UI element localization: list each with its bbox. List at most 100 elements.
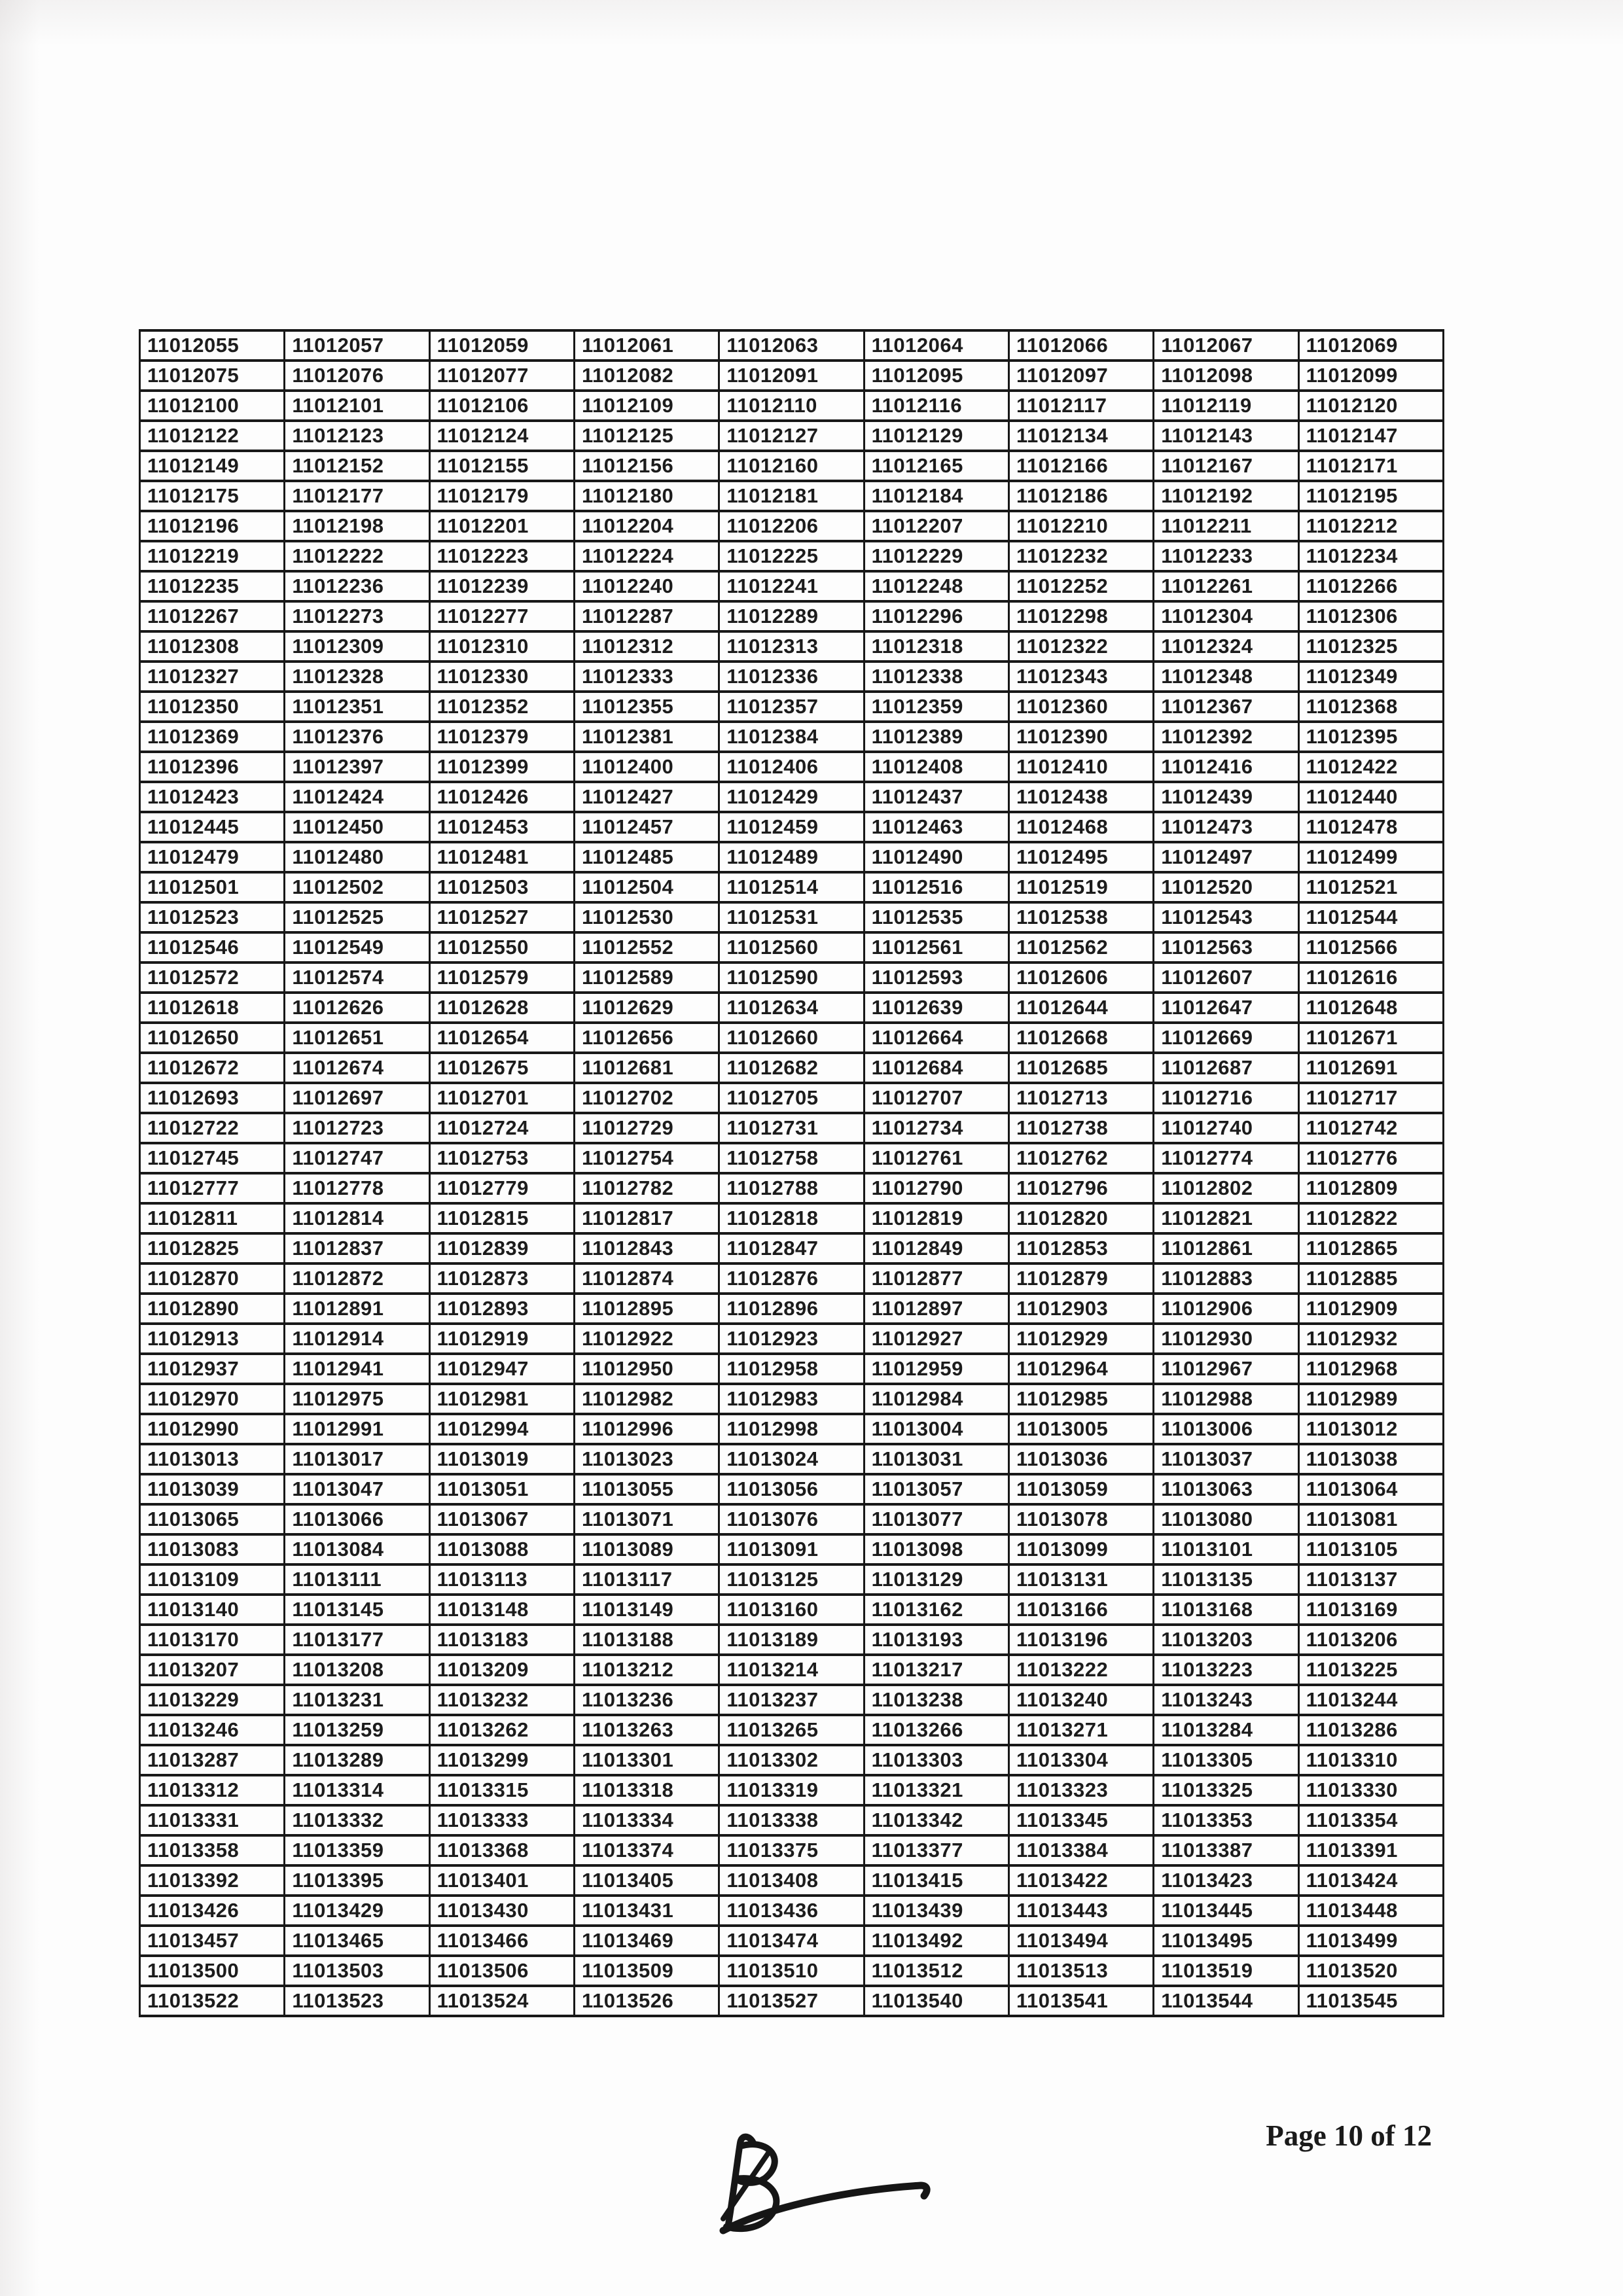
roll-number-cell: 11012149 [138,450,286,482]
roll-number-cell: 11013331 [138,1804,286,1837]
roll-number-cell: 11012206 [718,510,865,542]
roll-number-table: 11012055 11012057 11012059 11012061 11012063… [138,329,1445,2017]
roll-number-cell: 11012968 [1297,1352,1445,1385]
roll-number-cell: 11012535 [863,901,1010,934]
roll-number-cell: 11012495 [1007,841,1155,874]
roll-number-cell: 11013065 [138,1503,286,1536]
roll-number-cell: 11012713 [1007,1082,1155,1114]
roll-number-cell: 11013263 [573,1714,721,1746]
roll-number-cell: 11012654 [428,1021,575,1054]
roll-number-cell: 11012312 [573,630,721,663]
roll-number-cell: 11012064 [863,329,1010,362]
roll-number-cell: 11012684 [863,1051,1010,1084]
roll-number-cell: 11012379 [428,720,575,753]
roll-number-cell: 11012390 [1007,720,1155,753]
roll-number-cell: 11013310 [1297,1744,1445,1776]
roll-number-cell: 11013354 [1297,1804,1445,1837]
roll-number-cell: 11013066 [283,1503,431,1536]
roll-number-cell: 11013189 [718,1623,865,1656]
roll-number-cell: 11012989 [1297,1383,1445,1415]
roll-number-cell: 11012057 [283,329,431,362]
roll-number-cell: 11012950 [573,1352,721,1385]
roll-number-cell: 11012075 [138,359,286,392]
roll-number-cell: 11012328 [283,660,431,693]
roll-number-cell: 11012368 [1297,690,1445,723]
roll-number-cell: 11013088 [428,1533,575,1566]
roll-number-cell: 11013023 [573,1443,721,1475]
roll-number-cell: 11012883 [1152,1262,1300,1295]
table-row: 11013207 11013208 11013209 11013212 11013214… [138,1653,1445,1686]
roll-number-cell: 11013445 [1152,1894,1300,1927]
roll-number-cell: 11012820 [1007,1202,1155,1235]
roll-number-cell: 11013168 [1152,1593,1300,1626]
roll-number-cell: 11012994 [428,1413,575,1445]
roll-number-cell: 11012779 [428,1172,575,1205]
roll-number-cell: 11012988 [1152,1383,1300,1415]
roll-number-cell: 11012656 [573,1021,721,1054]
roll-number-cell: 11012066 [1007,329,1155,362]
roll-number-cell: 11013520 [1297,1954,1445,1987]
roll-number-cell: 11013299 [428,1744,575,1776]
roll-number-cell: 11012166 [1007,450,1155,482]
roll-number-cell: 11012175 [138,480,286,512]
roll-number-cell: 11012196 [138,510,286,542]
roll-number-cell: 11012927 [863,1322,1010,1355]
roll-number-cell: 11013160 [718,1593,865,1626]
roll-number-cell: 11012639 [863,991,1010,1024]
roll-number-cell: 11013101 [1152,1533,1300,1566]
table-row: 11012122 11012123 11012124 11012125 11012127… [138,419,1445,452]
roll-number-cell: 11013089 [573,1533,721,1566]
roll-number-cell: 11013177 [283,1623,431,1656]
roll-number-cell: 11012729 [573,1112,721,1144]
roll-number-cell: 11012240 [573,570,721,603]
roll-number-cell: 11013359 [283,1834,431,1867]
roll-number-cell: 11012123 [283,419,431,452]
roll-number-cell: 11012879 [1007,1262,1155,1295]
roll-number-cell: 11013401 [428,1864,575,1897]
roll-number-cell: 11013236 [573,1684,721,1716]
roll-number-cell: 11012890 [138,1292,286,1325]
roll-number-cell: 11013338 [718,1804,865,1837]
roll-number-cell: 11013266 [863,1714,1010,1746]
roll-number-cell: 11013017 [283,1443,431,1475]
table-row: 11012890 11012891 11012893 11012895 11012896… [138,1292,1445,1325]
roll-number-cell: 11013510 [718,1954,865,1987]
roll-number-cell: 11012355 [573,690,721,723]
roll-number-cell: 11012778 [283,1172,431,1205]
roll-number-cell: 11012929 [1007,1322,1155,1355]
roll-number-cell: 11012893 [428,1292,575,1325]
roll-number-cell: 11012277 [428,600,575,633]
table-row: 11012618 11012626 11012628 11012629 11012634… [138,991,1445,1024]
roll-number-cell: 11012716 [1152,1082,1300,1114]
roll-number-cell: 11012777 [138,1172,286,1205]
roll-number-cell: 11013244 [1297,1684,1445,1716]
roll-number-cell: 11013426 [138,1894,286,1927]
table-row: 11012990 11012991 11012994 11012996 11012998… [138,1413,1445,1445]
roll-number-cell: 11012870 [138,1262,286,1295]
roll-number-cell: 11012207 [863,510,1010,542]
roll-number-cell: 11013302 [718,1744,865,1776]
roll-number-cell: 11013405 [573,1864,721,1897]
roll-number-cell: 11013169 [1297,1593,1445,1626]
roll-number-cell: 11013077 [863,1503,1010,1536]
roll-number-cell: 11012572 [138,961,286,994]
roll-number-cell: 11012817 [573,1202,721,1235]
roll-number-cell: 11012947 [428,1352,575,1385]
roll-number-cell: 11012660 [718,1021,865,1054]
roll-number-cell: 11012478 [1297,811,1445,843]
roll-number-cell: 11013375 [718,1834,865,1867]
table-row: 11012572 11012574 11012579 11012589 11012590… [138,961,1445,994]
roll-number-cell: 11012566 [1297,931,1445,964]
roll-number-cell: 11013232 [428,1684,575,1716]
roll-number-cell: 11012296 [863,600,1010,633]
table-row: 11012219 11012222 11012223 11012224 11012225… [138,540,1445,573]
roll-number-cell: 11013353 [1152,1804,1300,1837]
table-row: 11013426 11013429 11013430 11013431 11013436… [138,1894,1445,1927]
roll-number-cell: 11012349 [1297,660,1445,693]
roll-number-cell: 11012819 [863,1202,1010,1235]
roll-number-cell: 11012177 [283,480,431,512]
roll-number-cell: 11012101 [283,389,431,422]
roll-number-cell: 11013005 [1007,1413,1155,1445]
roll-number-cell: 11012937 [138,1352,286,1385]
roll-number-cell: 11012941 [283,1352,431,1385]
